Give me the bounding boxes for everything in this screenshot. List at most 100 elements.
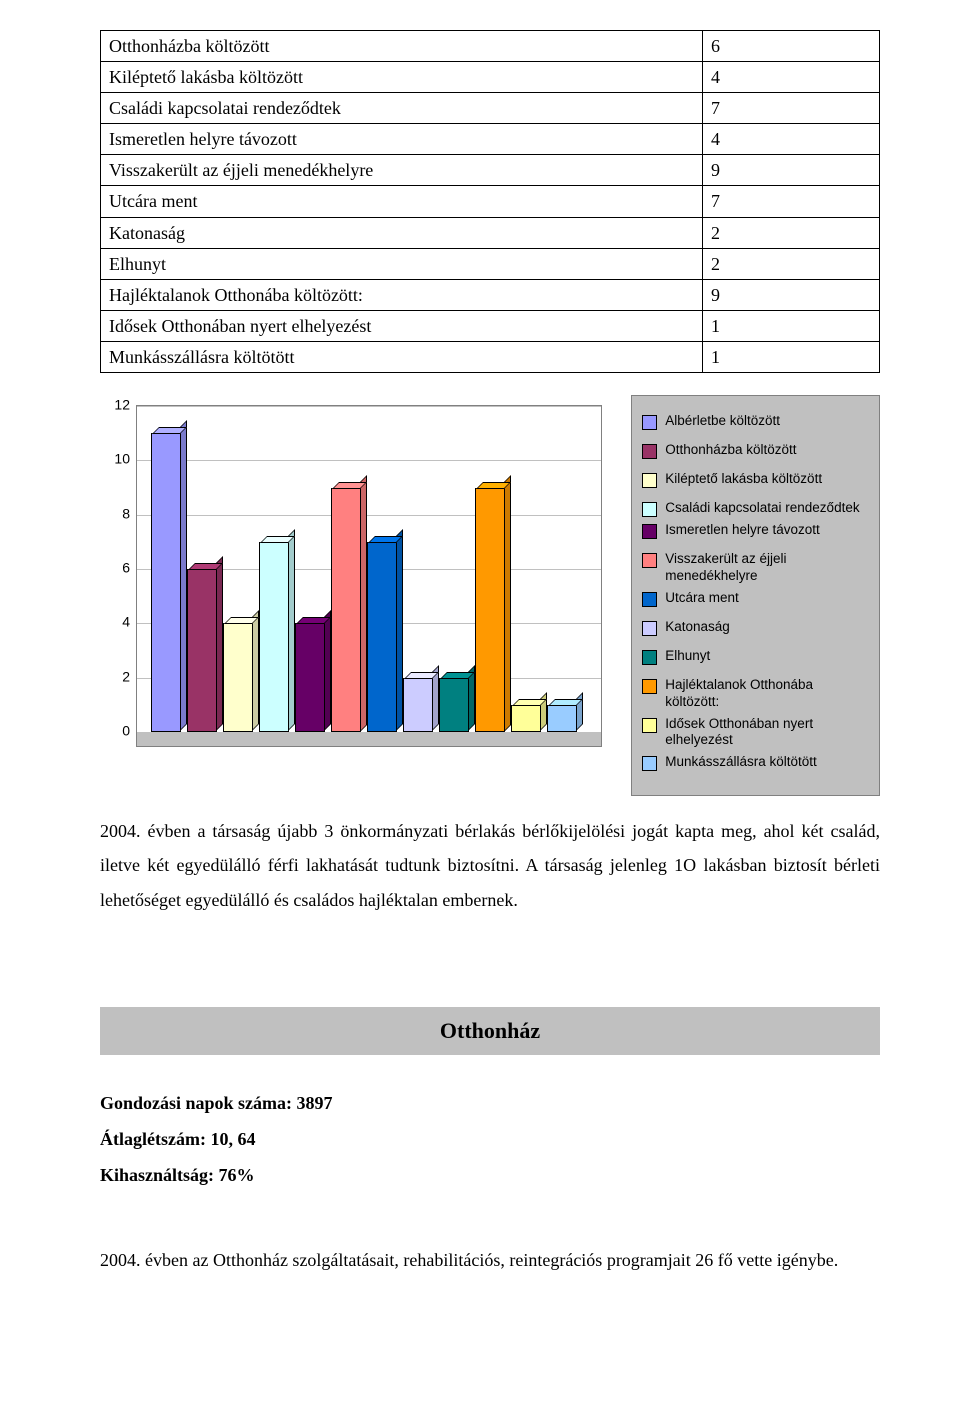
y-axis-label: 8 — [100, 500, 130, 527]
chart-bar — [511, 705, 541, 732]
legend-label: Idősek Otthonában nyert elhelyezést — [665, 716, 869, 750]
table-cell-value: 4 — [703, 62, 880, 93]
y-axis-label: 2 — [100, 663, 130, 690]
table-cell-value: 2 — [703, 248, 880, 279]
chart-bar — [295, 623, 325, 732]
legend-label: Munkásszállásra költötött — [665, 754, 817, 771]
legend-item: Kiléptető lakásba költözött — [642, 471, 869, 488]
chart-bar — [367, 542, 397, 732]
legend-swatch — [642, 592, 657, 607]
table-cell-label: Munkásszállásra költötött — [101, 341, 703, 372]
legend-swatch — [642, 473, 657, 488]
y-axis-label: 0 — [100, 718, 130, 745]
table-cell-value: 7 — [703, 186, 880, 217]
table-cell-value: 2 — [703, 217, 880, 248]
legend-swatch — [642, 553, 657, 568]
legend-label: Visszakerült az éjjeli menedékhelyre — [665, 551, 869, 585]
table-row: Kiléptető lakásba költözött4 — [101, 62, 880, 93]
section-heading: Otthonház — [100, 1007, 880, 1055]
chart-bar — [475, 488, 505, 733]
chart-bar — [439, 678, 469, 732]
legend-swatch — [642, 621, 657, 636]
table-cell-value: 9 — [703, 155, 880, 186]
table-cell-value: 1 — [703, 341, 880, 372]
y-axis-label: 4 — [100, 609, 130, 636]
legend-swatch — [642, 524, 657, 539]
legend-label: Elhunyt — [665, 648, 710, 665]
table-row: Családi kapcsolatai rendeződtek7 — [101, 93, 880, 124]
table-cell-label: Utcára ment — [101, 186, 703, 217]
chart-bar — [259, 542, 289, 732]
table-cell-label: Kiléptető lakásba költözött — [101, 62, 703, 93]
chart-bar — [187, 569, 217, 732]
table-row: Visszakerült az éjjeli menedékhelyre9 — [101, 155, 880, 186]
y-axis-label: 12 — [100, 392, 130, 419]
legend-label: Utcára ment — [665, 590, 739, 607]
chart-floor — [137, 732, 601, 746]
legend-label: Ismeretlen helyre távozott — [665, 522, 820, 539]
legend-label: Kiléptető lakásba költözött — [665, 471, 822, 488]
table-cell-label: Visszakerült az éjjeli menedékhelyre — [101, 155, 703, 186]
table-row: Utcára ment7 — [101, 186, 880, 217]
legend-label: Családi kapcsolatai rendeződtek — [665, 500, 859, 517]
legend-swatch — [642, 415, 657, 430]
table-cell-label: Hajléktalanok Otthonába költözött: — [101, 279, 703, 310]
legend-item: Elhunyt — [642, 648, 869, 665]
stats-block: Gondozási napok száma: 3897 Átlaglétszám… — [100, 1085, 880, 1193]
bar-chart: 0 2 4 6 8 10 12 — [100, 395, 617, 785]
legend-item: Munkásszállásra költötött — [642, 754, 869, 771]
table-cell-value: 9 — [703, 279, 880, 310]
table-cell-label: Idősek Otthonában nyert elhelyezést — [101, 310, 703, 341]
data-table: Otthonházba költözött6Kiléptető lakásba … — [100, 30, 880, 373]
legend-item: Utcára ment — [642, 590, 869, 607]
table-cell-label: Elhunyt — [101, 248, 703, 279]
chart-bar — [331, 488, 361, 733]
legend-item: Hajléktalanok Otthonába költözött: — [642, 677, 869, 711]
chart-bar — [547, 705, 577, 732]
chart-bar — [223, 623, 253, 732]
legend-item: Ismeretlen helyre távozott — [642, 522, 869, 539]
legend-swatch — [642, 756, 657, 771]
legend-swatch — [642, 444, 657, 459]
table-row: Elhunyt2 — [101, 248, 880, 279]
body-paragraph-2: 2004. évben az Otthonház szolgáltatásait… — [100, 1243, 880, 1277]
legend-swatch — [642, 679, 657, 694]
table-row: Katonaság2 — [101, 217, 880, 248]
table-cell-label: Katonaság — [101, 217, 703, 248]
chart-with-legend: 0 2 4 6 8 10 12 Albérletbe költözött Otthonházb… — [100, 395, 880, 796]
legend-swatch — [642, 650, 657, 665]
legend-item: Katonaság — [642, 619, 869, 636]
legend-label: Otthonházba költözött — [665, 442, 796, 459]
table-cell-label: Otthonházba költözött — [101, 31, 703, 62]
table-cell-value: 4 — [703, 124, 880, 155]
legend-label: Hajléktalanok Otthonába költözött: — [665, 677, 869, 711]
table-cell-value: 6 — [703, 31, 880, 62]
chart-bar — [151, 433, 181, 732]
legend-item: Albérletbe költözött — [642, 413, 869, 430]
table-row: Hajléktalanok Otthonába költözött:9 — [101, 279, 880, 310]
legend-item: Idősek Otthonában nyert elhelyezést — [642, 716, 869, 750]
table-cell-label: Ismeretlen helyre távozott — [101, 124, 703, 155]
table-cell-value: 7 — [703, 93, 880, 124]
legend-item: Visszakerült az éjjeli menedékhelyre — [642, 551, 869, 585]
y-axis-label: 6 — [100, 555, 130, 582]
chart-bar — [403, 678, 433, 732]
table-row: Otthonházba költözött6 — [101, 31, 880, 62]
legend-item: Családi kapcsolatai rendeződtek — [642, 500, 869, 517]
body-paragraph-1: 2004. évben a társaság újabb 3 önkormány… — [100, 814, 880, 917]
legend-item: Otthonházba költözött — [642, 442, 869, 459]
table-row: Ismeretlen helyre távozott4 — [101, 124, 880, 155]
stat-line: Átlaglétszám: 10, 64 — [100, 1121, 880, 1157]
table-cell-value: 1 — [703, 310, 880, 341]
legend-label: Katonaság — [665, 619, 730, 636]
chart-legend: Albérletbe költözött Otthonházba költözöt… — [631, 395, 880, 796]
legend-swatch — [642, 718, 657, 733]
table-row: Munkásszállásra költötött1 — [101, 341, 880, 372]
stat-line: Kihasználtság: 76% — [100, 1157, 880, 1193]
y-axis-label: 10 — [100, 446, 130, 473]
table-row: Idősek Otthonában nyert elhelyezést1 — [101, 310, 880, 341]
legend-label: Albérletbe költözött — [665, 413, 780, 430]
stat-line: Gondozási napok száma: 3897 — [100, 1085, 880, 1121]
legend-swatch — [642, 502, 657, 517]
table-cell-label: Családi kapcsolatai rendeződtek — [101, 93, 703, 124]
